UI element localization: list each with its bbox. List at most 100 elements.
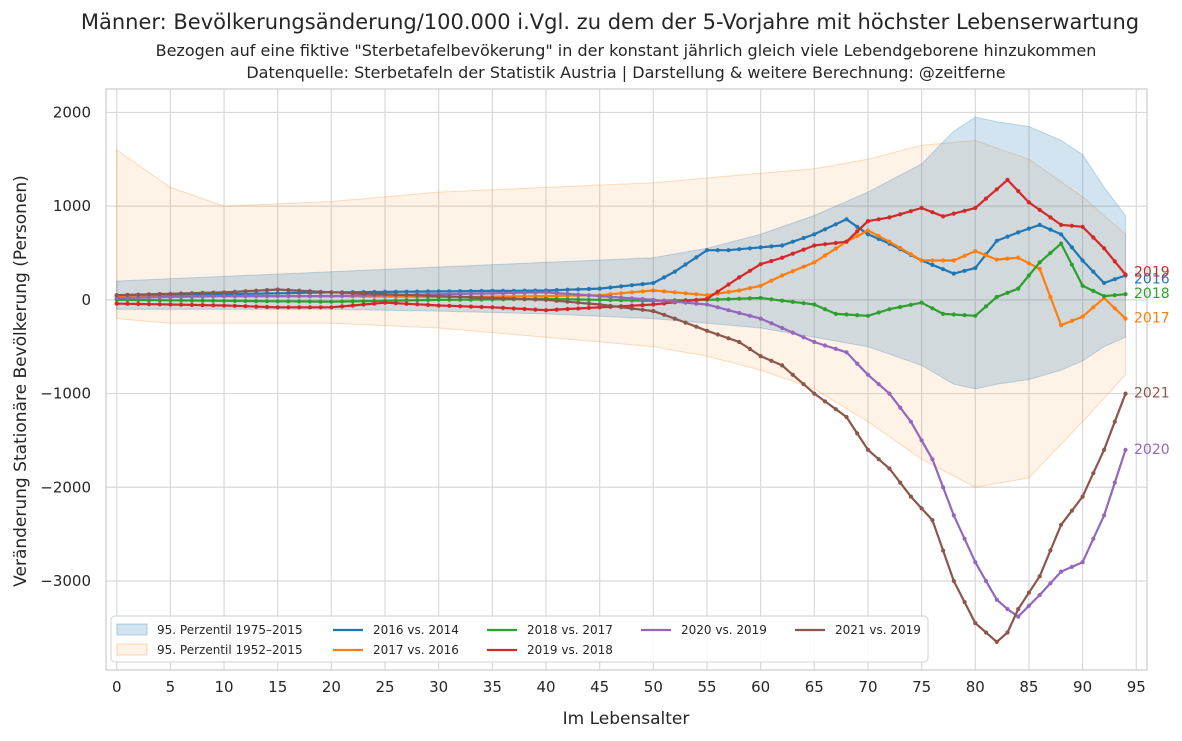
series-point xyxy=(822,253,828,258)
series-point xyxy=(1123,316,1128,321)
series-point xyxy=(393,301,398,306)
x-tick-label: 15 xyxy=(268,678,287,696)
series-point xyxy=(640,307,645,312)
series-point xyxy=(211,303,216,308)
series-point xyxy=(1102,294,1107,299)
series-point xyxy=(1016,614,1021,619)
series-point xyxy=(1069,564,1074,570)
series-point xyxy=(136,295,141,300)
series-point xyxy=(1112,259,1117,264)
series-2021 xyxy=(114,287,1128,645)
series-point xyxy=(340,304,345,309)
series-point xyxy=(1112,306,1117,311)
series-point xyxy=(790,372,795,377)
series-point xyxy=(404,298,409,303)
series-point xyxy=(576,306,581,311)
series-point xyxy=(189,298,194,303)
series-point xyxy=(865,219,871,224)
series-point xyxy=(307,289,312,294)
series-point xyxy=(951,258,956,263)
series-point xyxy=(833,246,838,251)
series-point xyxy=(983,196,989,201)
series-point xyxy=(286,291,291,296)
series-point xyxy=(908,494,914,499)
series-point xyxy=(704,302,710,307)
series-point xyxy=(694,301,699,306)
series-point xyxy=(747,268,753,273)
series-point xyxy=(125,292,130,297)
series-point xyxy=(704,328,710,333)
series-point xyxy=(533,307,538,312)
series-point xyxy=(211,298,216,303)
series-point xyxy=(146,302,151,307)
x-tick-label: 95 xyxy=(1127,678,1146,696)
series-point xyxy=(318,299,323,304)
series-point xyxy=(340,290,345,295)
series-point xyxy=(361,291,366,296)
series-point xyxy=(447,297,452,302)
series-point xyxy=(737,310,742,316)
series-point xyxy=(425,289,431,294)
series-point xyxy=(930,262,935,267)
x-tick-label: 80 xyxy=(966,678,985,696)
series-point xyxy=(157,298,162,303)
series-point xyxy=(586,301,592,306)
y-tick-label: 1000 xyxy=(53,197,91,215)
x-tick-label: 70 xyxy=(858,678,877,696)
series-point xyxy=(243,294,248,299)
series-point xyxy=(651,302,656,307)
series-point xyxy=(318,294,323,299)
series-point xyxy=(747,296,753,301)
series-point xyxy=(887,307,892,312)
series-point xyxy=(393,292,398,297)
series-point xyxy=(951,578,956,584)
series-point xyxy=(254,294,259,299)
series-point xyxy=(758,295,763,301)
chart-subtitle-line-1: Bezogen auf eine fiktive "Sterbetafelbev… xyxy=(156,41,1097,60)
series-point xyxy=(1048,548,1053,553)
series-point xyxy=(329,294,334,299)
series-point xyxy=(168,291,173,296)
x-tick-label: 85 xyxy=(1019,678,1038,696)
series-point xyxy=(576,287,581,292)
x-tick-label: 50 xyxy=(644,678,663,696)
plot-area xyxy=(105,88,1148,671)
series-point xyxy=(511,290,516,295)
series-point xyxy=(297,294,302,299)
series-point xyxy=(683,262,688,267)
series-point xyxy=(973,205,978,211)
series-point xyxy=(865,447,871,452)
x-tick-label: 60 xyxy=(751,678,770,696)
series-point xyxy=(865,313,871,318)
series-point xyxy=(790,330,795,335)
series-point xyxy=(1026,261,1031,266)
series-point xyxy=(372,301,377,306)
series-point xyxy=(146,295,151,300)
series-point xyxy=(576,300,581,305)
series-point xyxy=(726,282,731,287)
series-point xyxy=(704,293,710,298)
series-point xyxy=(962,268,967,273)
series-point xyxy=(651,280,656,286)
series-point xyxy=(919,300,924,305)
series-point xyxy=(458,291,463,296)
series-point xyxy=(468,304,473,309)
legend-band-swatch xyxy=(116,623,148,636)
series-point xyxy=(747,313,753,318)
series-point xyxy=(264,304,270,310)
series-point xyxy=(576,292,581,297)
series-point xyxy=(1123,272,1128,277)
series-point xyxy=(790,299,795,304)
series-point xyxy=(447,303,452,308)
series-point xyxy=(715,289,720,294)
series-point xyxy=(855,224,860,229)
series-point xyxy=(694,297,699,303)
series-point xyxy=(350,299,355,304)
series-point xyxy=(941,258,946,263)
series-point xyxy=(490,305,495,310)
series-point xyxy=(586,305,592,310)
series-point xyxy=(522,297,527,302)
series-point xyxy=(898,480,903,485)
series-point xyxy=(125,295,130,300)
band-1975-2015 xyxy=(116,116,1126,390)
